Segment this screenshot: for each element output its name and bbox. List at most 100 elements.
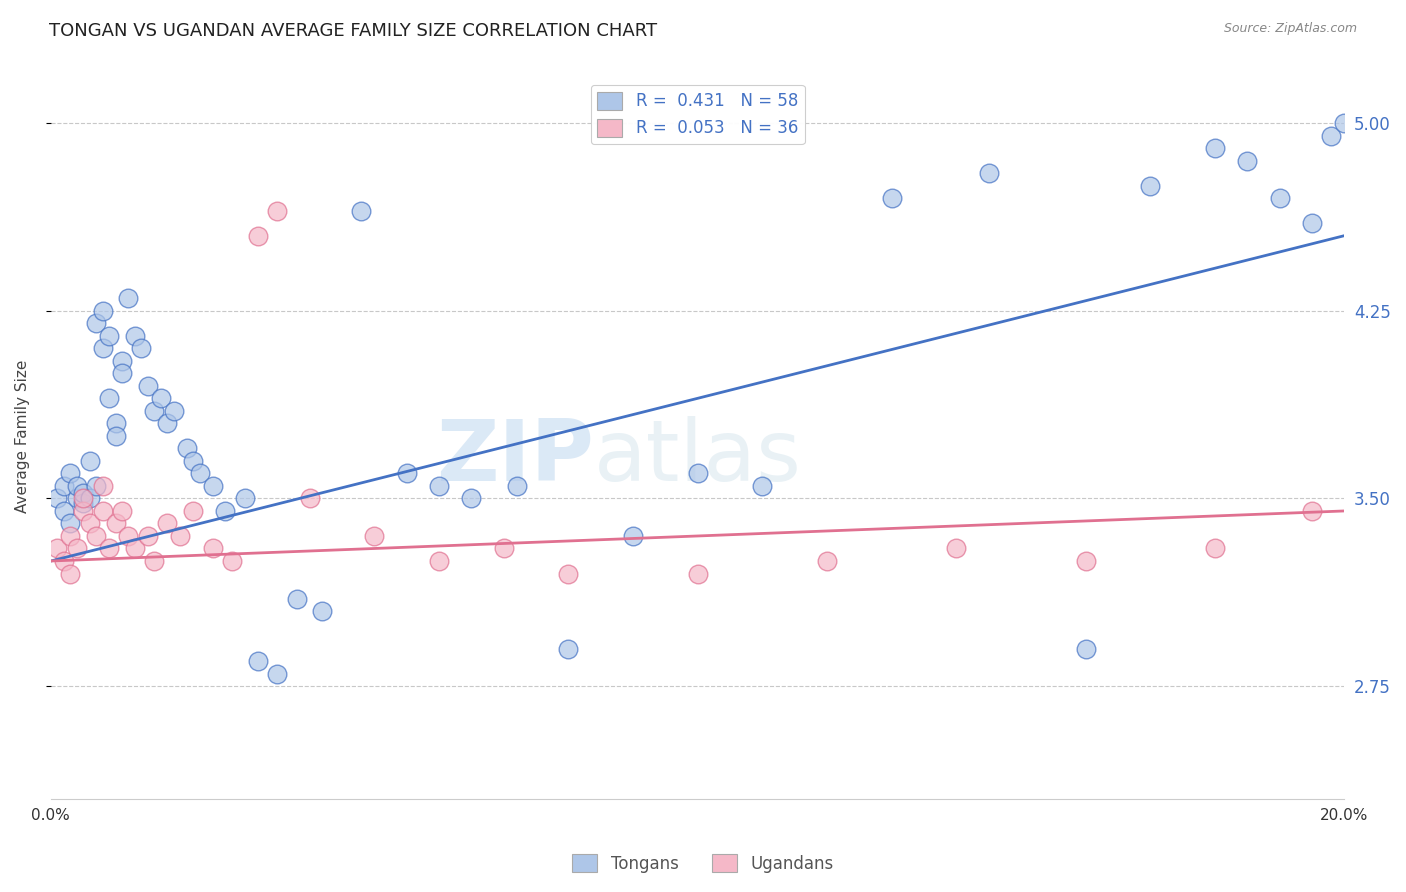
Point bbox=[52, 504, 75, 518]
Point bbox=[52, 479, 75, 493]
Point bbox=[815, 554, 838, 568]
Point bbox=[311, 604, 333, 618]
Point bbox=[621, 529, 644, 543]
Point bbox=[505, 479, 527, 493]
Point bbox=[181, 504, 204, 518]
Point bbox=[98, 541, 121, 556]
Point bbox=[72, 486, 94, 500]
Point bbox=[1074, 554, 1097, 568]
Point bbox=[181, 454, 204, 468]
Point bbox=[98, 392, 121, 406]
Point bbox=[59, 529, 82, 543]
Point bbox=[84, 529, 107, 543]
Legend: Tongans, Ugandans: Tongans, Ugandans bbox=[565, 847, 841, 880]
Point bbox=[59, 467, 82, 481]
Point bbox=[104, 417, 127, 431]
Point bbox=[246, 654, 269, 668]
Point bbox=[1301, 216, 1323, 230]
Point bbox=[46, 491, 69, 506]
Point bbox=[91, 479, 114, 493]
Point bbox=[59, 516, 82, 531]
Point bbox=[298, 491, 321, 506]
Point bbox=[124, 328, 146, 343]
Point bbox=[945, 541, 967, 556]
Point bbox=[1236, 153, 1258, 168]
Point bbox=[1139, 178, 1161, 193]
Point bbox=[395, 467, 418, 481]
Point bbox=[1301, 504, 1323, 518]
Point bbox=[124, 541, 146, 556]
Point bbox=[98, 328, 121, 343]
Point bbox=[169, 529, 191, 543]
Point bbox=[66, 479, 89, 493]
Point bbox=[72, 504, 94, 518]
Point bbox=[111, 353, 134, 368]
Point bbox=[246, 228, 269, 243]
Legend: R =  0.431   N = 58, R =  0.053   N = 36: R = 0.431 N = 58, R = 0.053 N = 36 bbox=[591, 85, 804, 144]
Point bbox=[91, 341, 114, 355]
Point bbox=[1320, 128, 1343, 143]
Point bbox=[149, 392, 172, 406]
Point bbox=[79, 491, 101, 506]
Point bbox=[46, 541, 69, 556]
Point bbox=[1204, 141, 1226, 155]
Point bbox=[91, 504, 114, 518]
Point bbox=[143, 554, 166, 568]
Point bbox=[188, 467, 211, 481]
Point bbox=[266, 666, 288, 681]
Text: Source: ZipAtlas.com: Source: ZipAtlas.com bbox=[1223, 22, 1357, 36]
Point bbox=[163, 404, 186, 418]
Point bbox=[977, 166, 1000, 180]
Point bbox=[84, 316, 107, 330]
Point bbox=[143, 404, 166, 418]
Point bbox=[686, 566, 709, 581]
Point bbox=[233, 491, 256, 506]
Point bbox=[1074, 641, 1097, 656]
Point bbox=[427, 554, 450, 568]
Point bbox=[111, 504, 134, 518]
Point bbox=[1268, 191, 1291, 205]
Point bbox=[117, 291, 139, 305]
Point bbox=[751, 479, 773, 493]
Point bbox=[136, 529, 159, 543]
Point bbox=[66, 541, 89, 556]
Point bbox=[686, 467, 709, 481]
Point bbox=[117, 529, 139, 543]
Point bbox=[221, 554, 243, 568]
Text: atlas: atlas bbox=[595, 417, 803, 500]
Point bbox=[214, 504, 236, 518]
Point bbox=[350, 203, 373, 218]
Point bbox=[66, 491, 89, 506]
Point bbox=[156, 417, 179, 431]
Text: ZIP: ZIP bbox=[436, 417, 595, 500]
Point bbox=[201, 479, 224, 493]
Point bbox=[492, 541, 515, 556]
Point bbox=[131, 341, 153, 355]
Point bbox=[111, 366, 134, 380]
Point bbox=[1204, 541, 1226, 556]
Point bbox=[156, 516, 179, 531]
Point bbox=[460, 491, 482, 506]
Point bbox=[136, 379, 159, 393]
Point bbox=[427, 479, 450, 493]
Point bbox=[176, 442, 198, 456]
Point bbox=[84, 479, 107, 493]
Point bbox=[363, 529, 385, 543]
Y-axis label: Average Family Size: Average Family Size bbox=[15, 359, 30, 513]
Point bbox=[557, 641, 579, 656]
Point bbox=[285, 591, 308, 606]
Point bbox=[104, 516, 127, 531]
Point bbox=[266, 203, 288, 218]
Point bbox=[72, 496, 94, 510]
Point bbox=[79, 516, 101, 531]
Text: TONGAN VS UGANDAN AVERAGE FAMILY SIZE CORRELATION CHART: TONGAN VS UGANDAN AVERAGE FAMILY SIZE CO… bbox=[49, 22, 658, 40]
Point bbox=[557, 566, 579, 581]
Point bbox=[59, 566, 82, 581]
Point bbox=[72, 491, 94, 506]
Point bbox=[104, 429, 127, 443]
Point bbox=[79, 454, 101, 468]
Point bbox=[52, 554, 75, 568]
Point bbox=[1333, 116, 1355, 130]
Point bbox=[880, 191, 903, 205]
Point bbox=[201, 541, 224, 556]
